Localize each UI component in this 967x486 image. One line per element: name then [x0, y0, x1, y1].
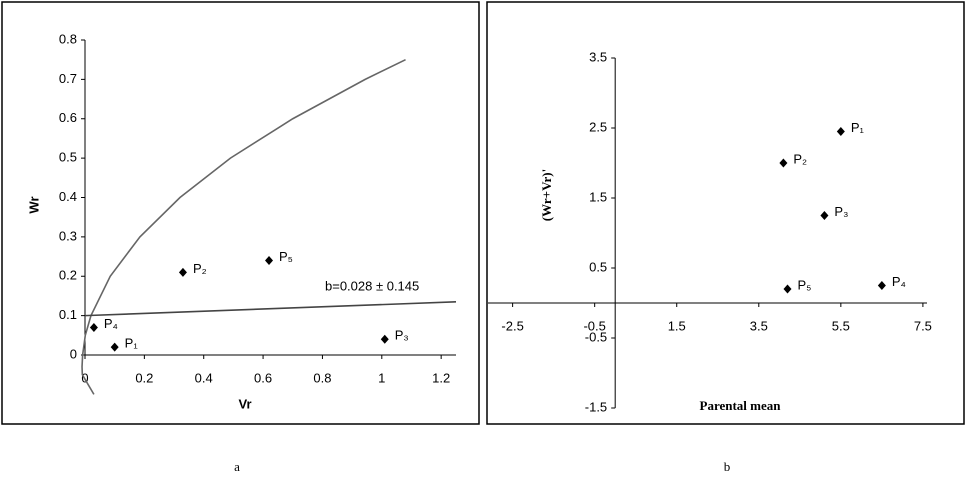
point: [110, 342, 119, 352]
y-tick-label: 0: [70, 346, 77, 361]
point: [380, 334, 389, 344]
x-tick-label: 1.5: [668, 318, 686, 333]
panel-label: a: [234, 459, 240, 474]
y-axis-title: (Wr+Vr)': [539, 169, 554, 221]
point-label: P₁: [125, 336, 139, 351]
point: [820, 211, 829, 220]
y-tick-label: -0.5: [585, 329, 607, 344]
point: [783, 284, 792, 294]
y-tick-label: 0.8: [59, 31, 77, 46]
y-axis-title: Wr: [26, 196, 41, 213]
panel-label: b: [724, 459, 731, 474]
point-label: P₁: [851, 120, 865, 135]
y-tick-label: 0.5: [589, 259, 607, 274]
y-tick-label: 0.4: [59, 189, 77, 204]
point: [779, 158, 788, 168]
y-tick-label: 3.5: [589, 49, 607, 64]
x-tick-label: -2.5: [501, 318, 523, 333]
panel-frame: [486, 1, 965, 425]
x-tick-label: 3.5: [750, 318, 768, 333]
y-tick-label: 0.6: [59, 110, 77, 125]
y-tick-label: 0.7: [59, 71, 77, 86]
point: [178, 267, 187, 277]
annotation: b=0.028 ± 0.145: [325, 278, 419, 293]
point: [836, 127, 845, 136]
y-tick-label: 1.5: [589, 189, 607, 204]
x-tick-label: 0.8: [313, 370, 331, 385]
y-tick-label: 0.5: [59, 150, 77, 165]
point: [877, 281, 886, 290]
point-label: P₂: [793, 151, 807, 166]
point-label: P₄: [104, 316, 118, 331]
x-axis-title: Parental mean: [700, 398, 782, 413]
point-label: P₃: [834, 204, 848, 219]
curve: [84, 301, 457, 317]
point-label: P₅: [279, 249, 293, 264]
point-label: P₃: [395, 328, 409, 343]
y-tick-label: 0.3: [59, 228, 77, 243]
x-tick-label: 5.5: [832, 318, 850, 333]
panel-frame: [1, 1, 480, 425]
y-tick-label: -1.5: [585, 399, 607, 414]
x-axis-title: Vr: [238, 396, 251, 411]
x-tick-label: 0.6: [254, 370, 272, 385]
x-tick-label: 1.2: [432, 370, 450, 385]
point: [89, 322, 98, 332]
y-tick-label: 0.2: [59, 268, 77, 283]
point-label: P₂: [193, 261, 207, 276]
point-label: P₅: [798, 277, 812, 292]
x-tick-label: 0.2: [135, 370, 153, 385]
curve: [81, 58, 406, 395]
point: [265, 256, 274, 265]
x-tick-label: 0.4: [195, 370, 213, 385]
x-tick-label: 7.5: [914, 318, 932, 333]
point-label: P₄: [892, 274, 906, 289]
x-tick-label: 1: [378, 370, 385, 385]
y-tick-label: 2.5: [589, 119, 607, 134]
y-tick-label: 0.1: [59, 307, 77, 322]
x-tick-label: -0.5: [583, 318, 605, 333]
